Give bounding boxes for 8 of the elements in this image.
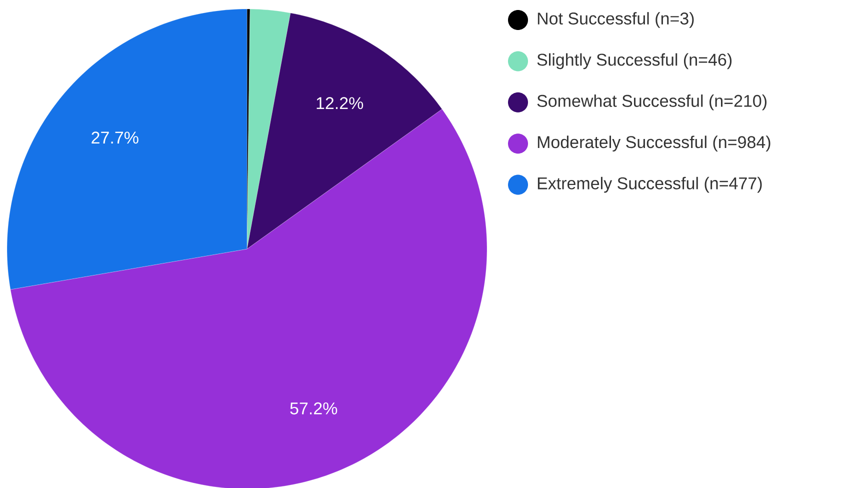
legend-label: Slightly Successful (n=46) xyxy=(537,53,732,70)
data-label: 27.7% xyxy=(92,132,138,144)
data-label: 57.2% xyxy=(290,402,338,414)
legend-label: Not Successful (n=3) xyxy=(538,12,694,28)
legend-label: Extremely Successful (n=477) xyxy=(538,176,762,193)
legend-label: Somewhat Successful (n=210) xyxy=(537,94,766,110)
legend-label: Moderately Successful (n=984) xyxy=(538,136,770,152)
data-label: 12.2% xyxy=(316,97,364,110)
